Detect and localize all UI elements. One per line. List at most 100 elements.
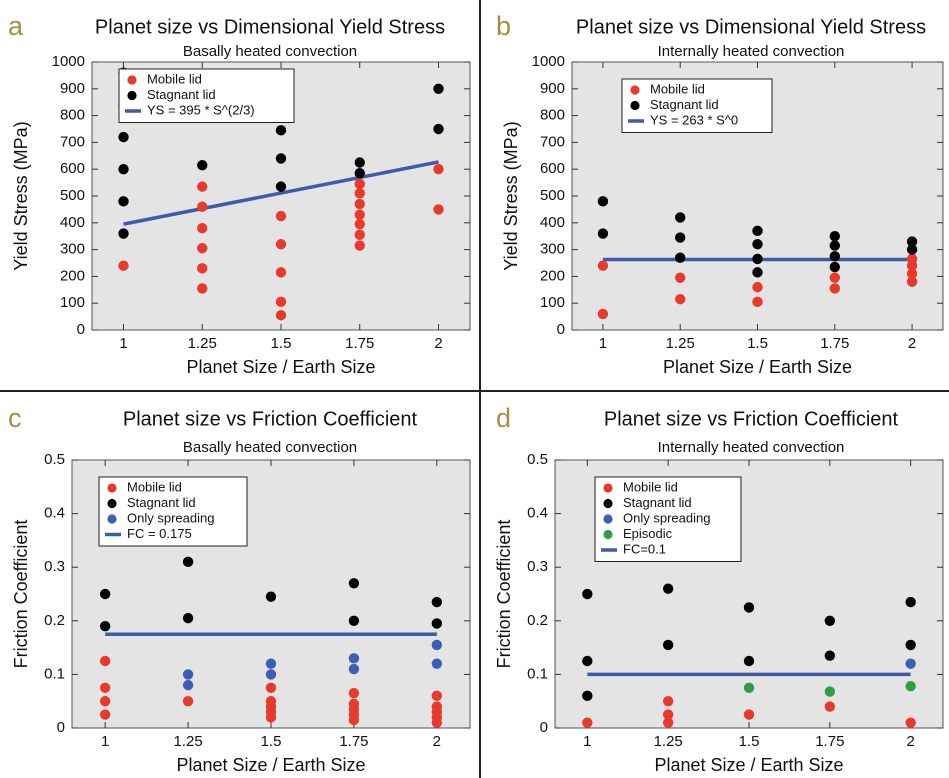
data-point-stagnant-lid xyxy=(433,123,444,135)
x-tick-label: 2 xyxy=(908,335,916,352)
data-point-only-spreading xyxy=(348,663,360,675)
data-point-mobile-lid xyxy=(354,229,365,241)
x-axis-label: Planet Size / Earth Size xyxy=(663,357,852,377)
y-tick-label: 0.4 xyxy=(527,505,548,522)
y-tick-label: 0.4 xyxy=(44,505,65,522)
data-point-stagnant-lid xyxy=(829,231,840,242)
y-tick-label: 100 xyxy=(60,294,85,311)
x-tick-label: 1.25 xyxy=(188,335,217,352)
legend-dot-swatch xyxy=(107,514,117,524)
data-point-mobile-lid xyxy=(354,209,365,220)
legend-dot-swatch xyxy=(630,85,640,95)
data-point-stagnant-lid xyxy=(182,556,194,568)
data-point-stagnant-lid xyxy=(275,153,287,164)
data-point-stagnant-lid xyxy=(348,615,360,626)
y-tick-label: 0.1 xyxy=(527,665,548,682)
data-point-stagnant-lid xyxy=(905,596,916,608)
x-tick-label: 1.75 xyxy=(345,335,374,352)
legend-label: Stagnant lid xyxy=(623,495,692,510)
legend-box xyxy=(118,68,295,123)
chart-title: Planet size vs Friction Coefficient xyxy=(123,408,418,430)
data-point-mobile-lid xyxy=(675,293,686,305)
data-point-stagnant-lid xyxy=(99,588,111,600)
y-tick-label: 0 xyxy=(77,321,85,338)
chart-subtitle: Basally heated convection xyxy=(183,43,357,60)
data-point-mobile-lid xyxy=(906,276,918,287)
y-tick-label: 500 xyxy=(540,187,565,204)
data-point-stagnant-lid xyxy=(675,212,686,223)
data-point-stagnant-lid xyxy=(265,591,277,602)
chart-title: Planet size vs Dimensional Yield Stress xyxy=(576,16,926,38)
data-point-stagnant-lid xyxy=(906,236,918,247)
x-tick-label: 1 xyxy=(101,733,109,750)
data-point-stagnant-lid xyxy=(752,267,763,278)
legend-label: Only spreading xyxy=(127,510,214,525)
legend-dot-swatch xyxy=(127,75,137,85)
chart-subtitle: Internally heated convection xyxy=(658,439,845,456)
y-tick-label: 800 xyxy=(60,107,85,124)
legend-label: YS = 395 * S^(2/3) xyxy=(147,102,255,117)
data-point-mobile-lid xyxy=(265,696,277,707)
y-tick-label: 900 xyxy=(60,80,85,97)
x-tick-label: 1.5 xyxy=(747,335,768,352)
data-point-stagnant-lid xyxy=(197,159,208,171)
legend-label: FC = 0.175 xyxy=(127,526,192,541)
data-point-mobile-lid xyxy=(824,701,836,712)
data-point-stagnant-lid xyxy=(348,578,360,589)
y-axis-label: Friction Coefficient xyxy=(11,520,31,669)
legend-dot-swatch xyxy=(603,529,613,540)
y-tick-label: 0.1 xyxy=(44,665,65,682)
y-tick-label: 0.5 xyxy=(527,451,548,468)
data-point-stagnant-lid xyxy=(752,239,763,250)
data-point-mobile-lid xyxy=(354,240,365,251)
y-tick-label: 700 xyxy=(540,133,565,150)
panel-letter: c xyxy=(8,403,22,433)
data-point-episodic xyxy=(905,680,916,692)
data-point-only-spreading xyxy=(265,658,277,669)
data-point-stagnant-lid xyxy=(118,228,129,239)
data-point-mobile-lid xyxy=(275,310,287,321)
y-tick-label: 800 xyxy=(540,107,565,124)
y-tick-label: 0.3 xyxy=(44,558,65,575)
data-point-mobile-lid xyxy=(182,696,194,707)
panel-letter: a xyxy=(8,11,24,41)
data-point-episodic xyxy=(743,682,755,693)
data-point-stagnant-lid xyxy=(275,125,287,136)
data-point-only-spreading xyxy=(348,653,360,664)
y-tick-label: 0 xyxy=(557,321,565,338)
x-tick-label: 1 xyxy=(119,335,127,352)
data-point-stagnant-lid xyxy=(829,251,840,262)
legend-label: YS = 263 * S^0 xyxy=(650,112,738,127)
x-tick-label: 1.25 xyxy=(666,335,695,352)
data-point-stagnant-lid xyxy=(99,620,111,632)
legend-label: FC=0.1 xyxy=(623,541,666,556)
y-tick-label: 0 xyxy=(540,719,548,736)
data-point-stagnant-lid xyxy=(431,618,443,629)
data-point-mobile-lid xyxy=(433,164,444,175)
legend-label: Mobile lid xyxy=(147,71,202,86)
data-point-mobile-lid xyxy=(197,263,208,274)
y-tick-label: 0 xyxy=(57,719,65,736)
data-point-stagnant-lid xyxy=(675,232,686,243)
legend-label: Mobile lid xyxy=(623,479,678,494)
data-point-stagnant-lid xyxy=(354,168,365,179)
data-point-mobile-lid xyxy=(582,717,593,728)
panel-letter: d xyxy=(496,403,511,433)
y-tick-label: 600 xyxy=(540,160,565,177)
data-point-stagnant-lid xyxy=(118,164,129,175)
y-tick-label: 700 xyxy=(60,133,85,150)
data-point-only-spreading xyxy=(431,639,443,651)
data-point-mobile-lid xyxy=(829,283,840,294)
data-point-stagnant-lid xyxy=(752,225,763,237)
data-point-stagnant-lid xyxy=(743,602,755,613)
data-point-mobile-lid xyxy=(662,709,674,720)
x-axis-label: Planet Size / Earth Size xyxy=(654,755,843,775)
data-point-stagnant-lid xyxy=(275,181,287,192)
y-tick-label: 600 xyxy=(60,160,85,177)
data-point-mobile-lid xyxy=(197,283,208,294)
y-tick-label: 400 xyxy=(60,214,85,231)
